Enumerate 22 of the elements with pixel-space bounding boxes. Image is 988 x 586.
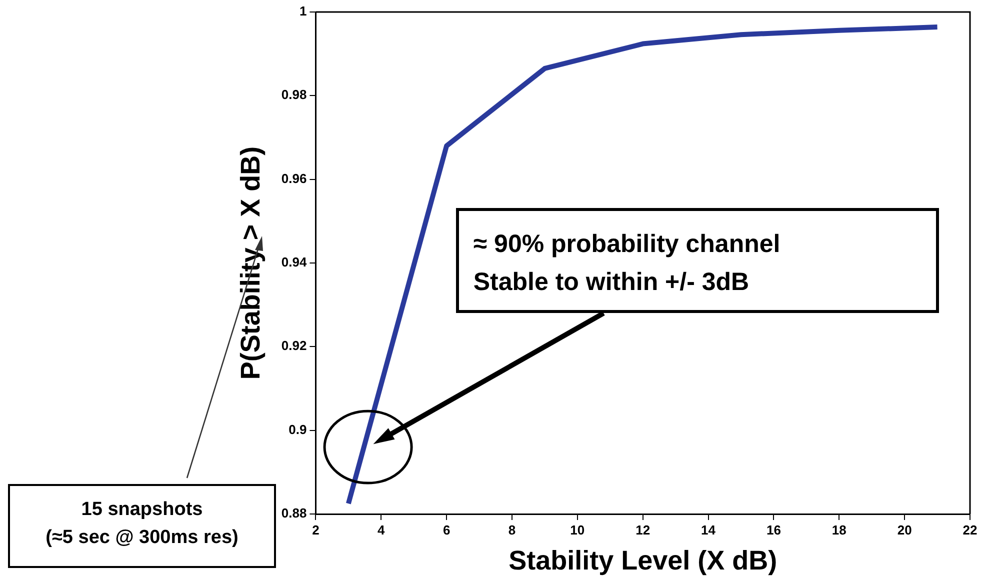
y-tick-label: 1: [299, 4, 307, 19]
x-tick-label: 2: [312, 522, 320, 538]
x-tick-label: 6: [442, 522, 450, 538]
y-tick-label: 0.96: [281, 170, 307, 186]
x-axis-title: Stability Level (X dB): [508, 545, 778, 576]
x-tick-label: 4: [378, 522, 386, 538]
x-tick-label: 12: [636, 522, 650, 538]
y-tick-label: 0.92: [281, 338, 307, 354]
x-tick-label: 16: [766, 522, 781, 538]
x-tick-label: 22: [962, 522, 978, 538]
x-tick-label: 10: [570, 522, 585, 538]
x-tick-label: 20: [897, 522, 912, 538]
y-axis-title: P(Stability > X dB): [236, 146, 266, 380]
annotation: ≈ 90% probability channel Stable to within +/- 3dB: [456, 208, 940, 314]
x-tick-label: 18: [832, 522, 846, 538]
y-tick-label: 0.88: [281, 506, 307, 521]
y-tick-label: 0.94: [281, 254, 308, 270]
y-tick-label: 0.98: [281, 87, 307, 102]
x-tick-label: 14: [701, 522, 716, 538]
text: 15 snapshots (≈5 sec @ 300ms res): [8, 484, 276, 568]
y-tick-label: 0.9: [288, 422, 307, 437]
x-tick-label: 8: [508, 522, 516, 538]
